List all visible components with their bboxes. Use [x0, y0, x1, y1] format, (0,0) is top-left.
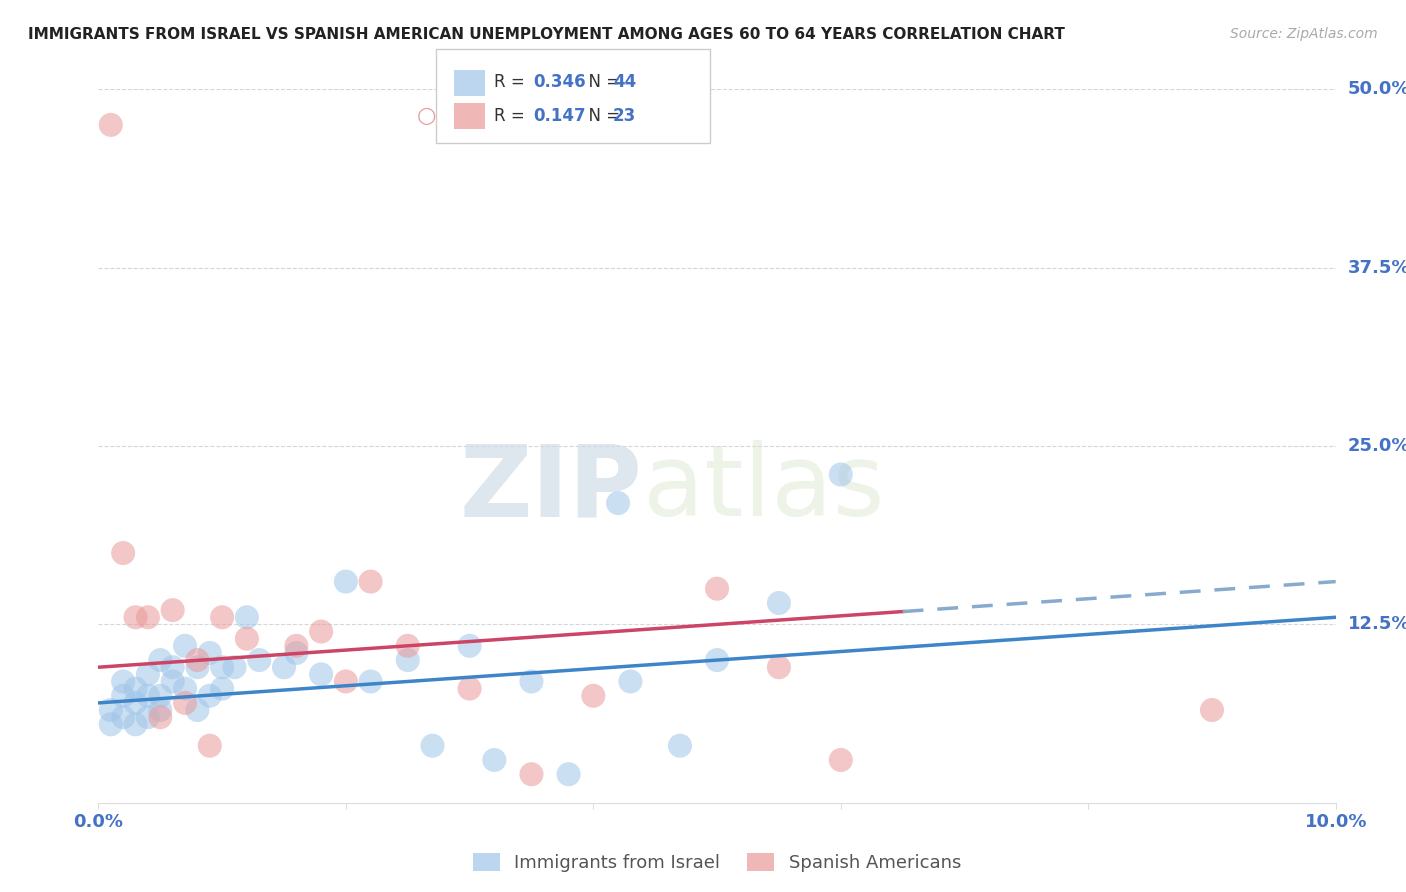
Point [484, 753, 506, 767]
Point [520, 767, 543, 781]
Text: N =: N = [578, 73, 626, 91]
Point [285, 646, 308, 660]
Point [236, 610, 259, 624]
Text: 44: 44 [613, 73, 637, 91]
Text: 50.0%: 50.0% [1348, 80, 1406, 98]
Text: 23: 23 [613, 107, 637, 125]
Point [186, 660, 208, 674]
Text: R =: R = [494, 73, 530, 91]
Point [768, 596, 790, 610]
Point [198, 689, 221, 703]
Text: ○: ○ [416, 106, 436, 126]
Point [335, 574, 357, 589]
Point [198, 646, 221, 660]
Point [830, 467, 852, 482]
Point [309, 667, 332, 681]
Point [211, 660, 233, 674]
Point [186, 703, 208, 717]
Point [174, 696, 197, 710]
Text: 0.346: 0.346 [533, 73, 585, 91]
Point [186, 653, 208, 667]
Point [422, 739, 444, 753]
Point [669, 739, 692, 753]
Point [149, 689, 172, 703]
Point [224, 660, 246, 674]
Point [582, 689, 605, 703]
Point [149, 703, 172, 717]
Point [174, 681, 197, 696]
Point [211, 610, 233, 624]
Point [124, 717, 146, 731]
Point [830, 753, 852, 767]
Text: ZIP: ZIP [460, 441, 643, 537]
Legend: Immigrants from Israel, Spanish Americans: Immigrants from Israel, Spanish American… [465, 846, 969, 880]
Point [458, 639, 481, 653]
Point [162, 603, 184, 617]
Point [100, 717, 122, 731]
Point [706, 653, 728, 667]
Point [520, 674, 543, 689]
Text: 12.5%: 12.5% [1348, 615, 1406, 633]
Point [607, 496, 630, 510]
Point [1201, 703, 1223, 717]
Point [236, 632, 259, 646]
Point [162, 674, 184, 689]
Point [112, 689, 135, 703]
Point [706, 582, 728, 596]
Point [124, 696, 146, 710]
Point [124, 610, 146, 624]
Point [100, 118, 122, 132]
Point [309, 624, 332, 639]
Point [360, 574, 382, 589]
Text: atlas: atlas [643, 441, 884, 537]
Point [285, 639, 308, 653]
Point [112, 674, 135, 689]
Point [396, 639, 419, 653]
Text: 37.5%: 37.5% [1348, 259, 1406, 277]
Point [136, 610, 159, 624]
Text: 0.147: 0.147 [533, 107, 585, 125]
Point [458, 681, 481, 696]
Text: 25.0%: 25.0% [1348, 437, 1406, 455]
Point [273, 660, 295, 674]
Point [198, 739, 221, 753]
Point [136, 667, 159, 681]
Point [136, 689, 159, 703]
Point [136, 710, 159, 724]
Text: R =: R = [494, 107, 530, 125]
Point [112, 546, 135, 560]
Point [768, 660, 790, 674]
Point [360, 674, 382, 689]
Point [247, 653, 270, 667]
Point [335, 674, 357, 689]
Text: IMMIGRANTS FROM ISRAEL VS SPANISH AMERICAN UNEMPLOYMENT AMONG AGES 60 TO 64 YEAR: IMMIGRANTS FROM ISRAEL VS SPANISH AMERIC… [28, 27, 1064, 42]
Text: N =: N = [578, 107, 626, 125]
Text: Source: ZipAtlas.com: Source: ZipAtlas.com [1230, 27, 1378, 41]
Point [619, 674, 641, 689]
Point [162, 660, 184, 674]
Point [112, 710, 135, 724]
Point [396, 653, 419, 667]
Point [124, 681, 146, 696]
Point [100, 703, 122, 717]
Point [149, 653, 172, 667]
Point [557, 767, 579, 781]
Point [174, 639, 197, 653]
Point [211, 681, 233, 696]
Point [149, 710, 172, 724]
